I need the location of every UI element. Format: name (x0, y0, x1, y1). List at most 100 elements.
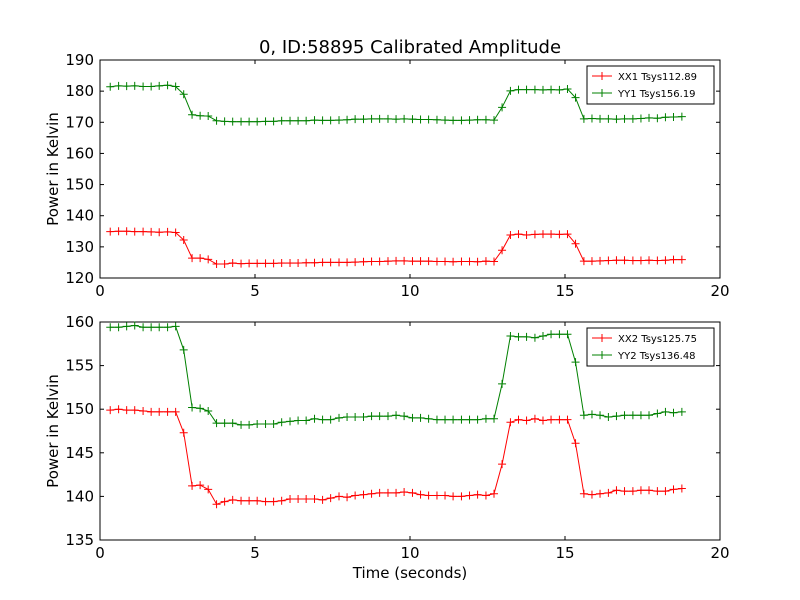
data-point (155, 228, 164, 237)
data-point (596, 114, 605, 123)
data-point (563, 230, 572, 239)
data-point (579, 114, 588, 123)
data-point (579, 257, 588, 266)
data-point (563, 330, 572, 339)
data-point (506, 418, 515, 427)
data-point (261, 420, 270, 429)
data-point (343, 493, 352, 502)
data-point (171, 322, 180, 331)
data-point (645, 486, 654, 495)
data-point (677, 407, 686, 416)
data-point (490, 414, 499, 423)
data-point (612, 412, 621, 421)
data-point (155, 407, 164, 416)
data-point (310, 495, 319, 504)
x-tick-label: 0 (95, 544, 105, 562)
data-point (188, 110, 197, 119)
data-point (204, 406, 213, 415)
data-point (596, 411, 605, 420)
data-point (481, 257, 490, 266)
data-point (351, 258, 360, 267)
data-point (367, 257, 376, 266)
data-point (555, 85, 564, 94)
data-point (122, 227, 131, 236)
data-point (530, 333, 539, 342)
data-point (188, 254, 197, 263)
data-point (179, 90, 188, 99)
data-point (645, 411, 654, 420)
legend-label: XX1 Tsys112.89 (618, 72, 697, 83)
data-point (383, 257, 392, 266)
data-point (106, 82, 115, 91)
data-point (530, 230, 539, 239)
data-point (481, 115, 490, 124)
y-tick-label: 145 (65, 444, 94, 462)
data-point (620, 114, 629, 123)
data-point (367, 412, 376, 421)
data-point (277, 116, 286, 125)
data-point (571, 439, 580, 448)
data-point (424, 414, 433, 423)
data-point (130, 227, 139, 236)
data-point (392, 256, 401, 265)
data-point (498, 379, 507, 388)
data-point (604, 114, 613, 123)
data-point (530, 85, 539, 94)
data-point (596, 489, 605, 498)
data-point (155, 81, 164, 90)
data-point (522, 416, 531, 425)
data-point (432, 415, 441, 424)
data-point (441, 257, 450, 266)
data-point (359, 257, 368, 266)
x-tick-label: 15 (555, 544, 574, 562)
y-tick-label: 180 (65, 82, 94, 100)
data-point (122, 406, 131, 415)
data-point (400, 488, 409, 497)
data-point (538, 85, 547, 94)
data-point (375, 488, 384, 497)
data-point (653, 487, 662, 496)
data-point (538, 416, 547, 425)
data-point (335, 116, 344, 125)
data-point (677, 484, 686, 493)
data-point (612, 486, 621, 495)
data-point (432, 491, 441, 500)
data-point (490, 116, 499, 125)
data-point (114, 323, 123, 332)
data-point (538, 230, 547, 239)
data-point (547, 85, 556, 94)
data-point (139, 82, 148, 91)
data-point (310, 414, 319, 423)
data-point (596, 256, 605, 265)
data-point (335, 413, 344, 422)
data-point (547, 330, 556, 339)
data-point (302, 258, 311, 267)
data-point (359, 413, 368, 422)
data-point (228, 419, 237, 428)
legend-marker (598, 72, 606, 80)
data-point (253, 117, 262, 126)
data-point (245, 496, 254, 505)
data-point (506, 86, 515, 95)
data-point (196, 111, 205, 120)
data-point (498, 103, 507, 112)
data-point (383, 488, 392, 497)
data-point (106, 227, 115, 236)
data-point (538, 331, 547, 340)
x-tick-label: 5 (250, 282, 260, 300)
data-point (147, 82, 156, 91)
data-point (383, 412, 392, 421)
data-point (261, 117, 270, 126)
data-point (620, 487, 629, 496)
data-point (481, 414, 490, 423)
series-yy1 (106, 81, 686, 126)
data-point (228, 117, 237, 126)
data-point (130, 406, 139, 415)
data-point (294, 116, 303, 125)
data-point (653, 256, 662, 265)
data-point (171, 82, 180, 91)
data-point (237, 117, 246, 126)
data-point (547, 230, 556, 239)
data-point (171, 407, 180, 416)
y-tick-label: 170 (65, 113, 94, 131)
